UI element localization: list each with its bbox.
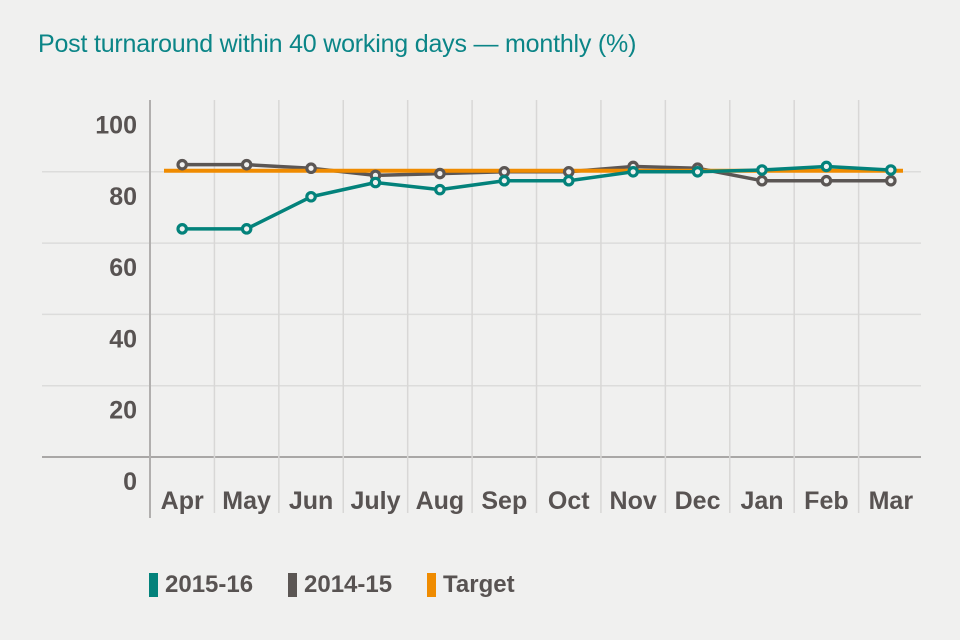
series-2014-15-marker [562, 166, 575, 178]
y-tick-label: 20 [109, 397, 137, 425]
series-2015-16-marker [434, 183, 446, 196]
y-tick-label: 80 [109, 183, 137, 211]
legend-swatch-target [427, 573, 436, 597]
series-2015-16-marker [756, 164, 768, 176]
x-tick-label: Nov [610, 487, 657, 515]
legend-swatch-2015-16 [149, 573, 158, 597]
series-2014-15-marker [176, 158, 189, 171]
series-2014-15-marker [820, 174, 833, 187]
series-2015-16-marker [240, 223, 253, 235]
series-2014-15-marker [434, 167, 446, 180]
legend-label-2015-16: 2015-16 [165, 571, 254, 598]
x-tick-label: Aug [416, 487, 465, 515]
series-2015-16-marker [498, 174, 511, 187]
x-tick-label: Feb [804, 487, 848, 515]
series-2015-16-marker [305, 190, 317, 203]
x-tick-label: July [350, 487, 400, 515]
legend-label-target: Target [443, 571, 515, 598]
x-tick-label: Jan [740, 487, 783, 515]
legend-item-2015-16: 2015-16 [149, 572, 253, 598]
series-2014-15-marker [305, 162, 317, 175]
y-tick-label: 60 [109, 254, 137, 282]
legend-item-target: Target [427, 572, 515, 598]
series-2014-15-marker [756, 174, 768, 187]
x-tick-label: Apr [161, 487, 204, 515]
x-tick-label: Mar [869, 487, 914, 515]
series-2014-15-marker [240, 158, 253, 171]
series-2015-16-marker [562, 174, 575, 187]
series-2015-16-marker [369, 176, 382, 189]
x-tick-label: Dec [675, 487, 721, 515]
y-tick-label: 0 [123, 468, 137, 496]
y-tick-label: 100 [95, 112, 137, 140]
legend: 2015-16 2014-15 Target [0, 572, 960, 598]
series-2014-15-marker [885, 174, 897, 187]
legend-item-2014-15: 2014-15 [288, 572, 392, 598]
series-2015-16-marker [176, 223, 189, 235]
y-tick-label: 40 [109, 325, 137, 353]
series-2015-16-marker [691, 166, 704, 178]
series-2015-16-marker [820, 160, 833, 173]
series-2015-16-marker [885, 164, 897, 176]
chart-title: Post turnaround within 40 working days —… [38, 30, 637, 58]
x-tick-label: Jun [289, 487, 333, 515]
series-2014-15-marker [498, 166, 511, 178]
legend-swatch-2014-15 [288, 573, 297, 597]
x-tick-label: Sep [481, 487, 527, 515]
series-2015-16-line [182, 164, 891, 231]
x-tick-label: Oct [548, 487, 590, 515]
legend-label-2014-15: 2014-15 [304, 571, 393, 598]
x-tick-label: May [222, 487, 271, 515]
series-2015-16-marker [627, 166, 639, 178]
